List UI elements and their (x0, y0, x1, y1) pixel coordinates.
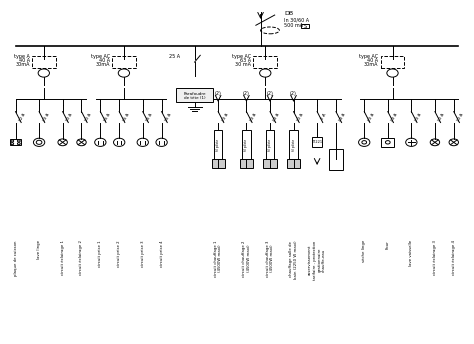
Text: 20 A: 20 A (367, 112, 375, 122)
Text: circuit prise 4: circuit prise 4 (160, 240, 164, 267)
Text: 16 A: 16 A (103, 112, 111, 122)
Text: 40 A: 40 A (367, 58, 378, 63)
Bar (287, 159, 300, 168)
Text: fil pilote: fil pilote (216, 139, 220, 151)
Bar (289, 130, 298, 159)
Text: plaque de cuisson: plaque de cuisson (14, 240, 18, 276)
Text: 500 mA: 500 mA (284, 23, 303, 29)
Text: 16 A: 16 A (146, 112, 154, 122)
Text: 20 A: 20 A (42, 112, 50, 122)
Text: 10 A: 10 A (456, 112, 465, 122)
Bar (211, 159, 225, 168)
Text: fil pilote: fil pilote (245, 139, 248, 151)
Text: 10 A: 10 A (65, 112, 73, 122)
Text: Parafoudre: Parafoudre (183, 92, 206, 96)
Text: circuit éclairage 2: circuit éclairage 2 (80, 240, 83, 275)
Text: 63 A: 63 A (240, 58, 251, 63)
Bar (312, 137, 322, 148)
Text: 20 A: 20 A (391, 112, 399, 122)
Text: 16 A: 16 A (122, 112, 130, 122)
Text: type AC: type AC (91, 54, 110, 59)
Text: de tête (1): de tête (1) (184, 96, 205, 100)
Text: 40 A: 40 A (18, 58, 30, 63)
Text: circuit éclairage 3: circuit éclairage 3 (433, 240, 437, 275)
Text: 20 A: 20 A (273, 112, 281, 122)
Text: type AC: type AC (232, 54, 251, 59)
Text: 20 A: 20 A (221, 112, 229, 122)
Text: (2): (2) (266, 91, 273, 96)
Text: lave vaisselle: lave vaisselle (410, 240, 413, 266)
Bar (242, 130, 251, 159)
Bar (301, 24, 309, 28)
Text: 30 mA: 30 mA (235, 62, 251, 67)
Bar (381, 138, 394, 147)
Text: S: S (303, 24, 306, 29)
Bar (381, 56, 404, 68)
Text: asservissement
tarifaire - protection
gestionnaire
chauffe-eau: asservissement tarifaire - protection ge… (308, 240, 326, 280)
Bar (240, 159, 253, 168)
Text: (2): (2) (215, 91, 221, 96)
Text: 16 A: 16 A (164, 112, 173, 122)
Bar (214, 130, 222, 159)
Text: 25 A: 25 A (169, 54, 181, 59)
Text: circuit prise 1: circuit prise 1 (98, 240, 102, 267)
Text: 20 A: 20 A (339, 112, 347, 122)
Text: 20 A: 20 A (414, 112, 422, 122)
Text: type A: type A (14, 54, 30, 59)
Text: circuit éclairage 1: circuit éclairage 1 (61, 240, 64, 275)
Text: circuit prise 3: circuit prise 3 (141, 240, 145, 267)
Text: fil pilote: fil pilote (292, 139, 296, 151)
Text: circuit prise 2: circuit prise 2 (117, 240, 121, 267)
Text: 10 A: 10 A (438, 112, 446, 122)
Text: Four: Four (386, 240, 390, 249)
Text: chauffage salle de
bain (2250 W maxi): chauffage salle de bain (2250 W maxi) (289, 240, 298, 279)
Text: circuit chauffage 3
(4500W maxi): circuit chauffage 3 (4500W maxi) (266, 240, 274, 277)
Text: 30mA: 30mA (15, 62, 30, 67)
Text: (2): (2) (290, 91, 297, 96)
Text: 2 A: 2 A (320, 113, 327, 121)
Text: (2): (2) (243, 91, 250, 96)
Bar (112, 56, 136, 68)
Text: 32 A: 32 A (18, 112, 27, 122)
Bar (266, 130, 274, 159)
Text: type AC: type AC (359, 54, 378, 59)
Text: lave linge: lave linge (37, 240, 41, 259)
Bar (176, 88, 213, 102)
Text: circuit chauffage 1
(4500W maxi): circuit chauffage 1 (4500W maxi) (214, 240, 222, 277)
Bar (32, 56, 55, 68)
Text: sèche linge: sèche linge (362, 240, 366, 262)
Text: fil pilote: fil pilote (268, 139, 272, 151)
Text: ET221: ET221 (311, 140, 323, 144)
Text: DB: DB (284, 11, 293, 16)
Text: In 30/60 A: In 30/60 A (284, 18, 309, 23)
Text: 10 A: 10 A (296, 112, 304, 122)
Bar (254, 56, 277, 68)
Text: 40 A: 40 A (99, 58, 110, 63)
Bar (9, 139, 21, 146)
Text: 20 A: 20 A (249, 112, 257, 122)
Bar (329, 149, 343, 170)
Bar (264, 159, 277, 168)
Text: 30mA: 30mA (95, 62, 110, 67)
Text: 10 A: 10 A (84, 112, 92, 122)
Text: circuit chauffage 2
(4500W maxi): circuit chauffage 2 (4500W maxi) (242, 240, 251, 277)
Text: 30mA: 30mA (364, 62, 378, 67)
Text: circuit éclairage 4: circuit éclairage 4 (452, 240, 456, 275)
